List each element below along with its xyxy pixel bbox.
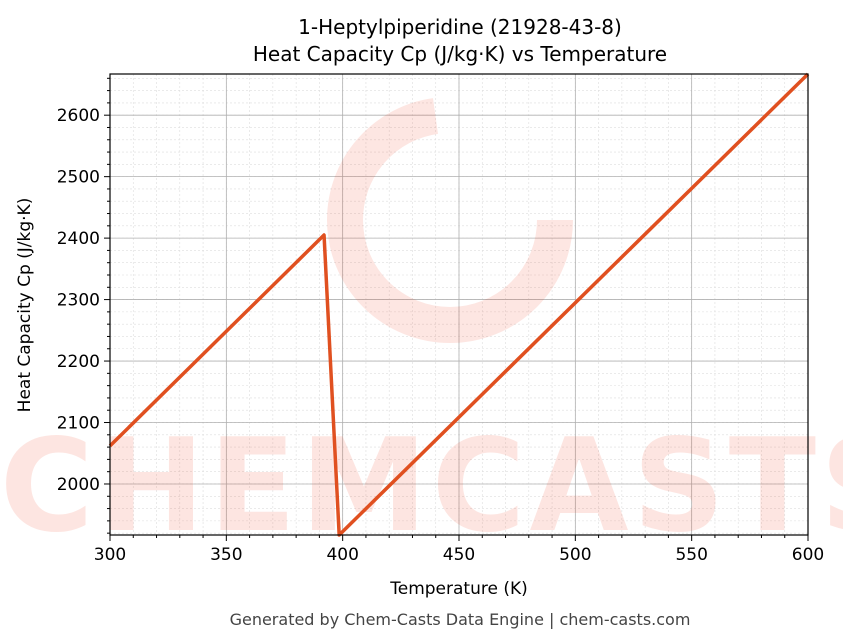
x-tick-label: 350 [210, 545, 242, 565]
x-tick-label: 600 [792, 545, 824, 565]
x-tick-label: 300 [94, 545, 126, 565]
series [108, 72, 810, 537]
y-tick-label: 2500 [57, 168, 100, 188]
footer: Generated by Chem-Casts Data Engine | ch… [230, 610, 691, 629]
x-tick-label: 450 [443, 545, 475, 565]
x-tick-label: 400 [326, 545, 358, 565]
y-tick-label: 2300 [57, 291, 100, 311]
y-tick-label: 2600 [57, 106, 100, 126]
chart-title: 1-Heptylpiperidine (21928-43-8) [298, 15, 622, 39]
svg-text:CHEMCASTS: CHEMCASTS [0, 412, 843, 561]
chart-subtitle: Heat Capacity Cp (J/kg·K) vs Temperature [253, 42, 667, 66]
grid [109, 74, 809, 535]
y-tick-label: 2400 [57, 229, 100, 249]
watermark: CHEMCASTS [0, 97, 843, 561]
plot-frame [109, 73, 809, 536]
y-tick-label: 2000 [57, 475, 100, 495]
series-line-Cp [108, 72, 810, 537]
y-tick-label: 2200 [57, 352, 100, 372]
x-tick-label: 500 [559, 545, 591, 565]
y-axis-label: Heat Capacity Cp (J/kg·K) [15, 198, 35, 413]
y-tick-label: 2100 [57, 414, 100, 434]
x-tick-label: 550 [675, 545, 707, 565]
x-axis-label: Temperature (K) [389, 579, 528, 599]
